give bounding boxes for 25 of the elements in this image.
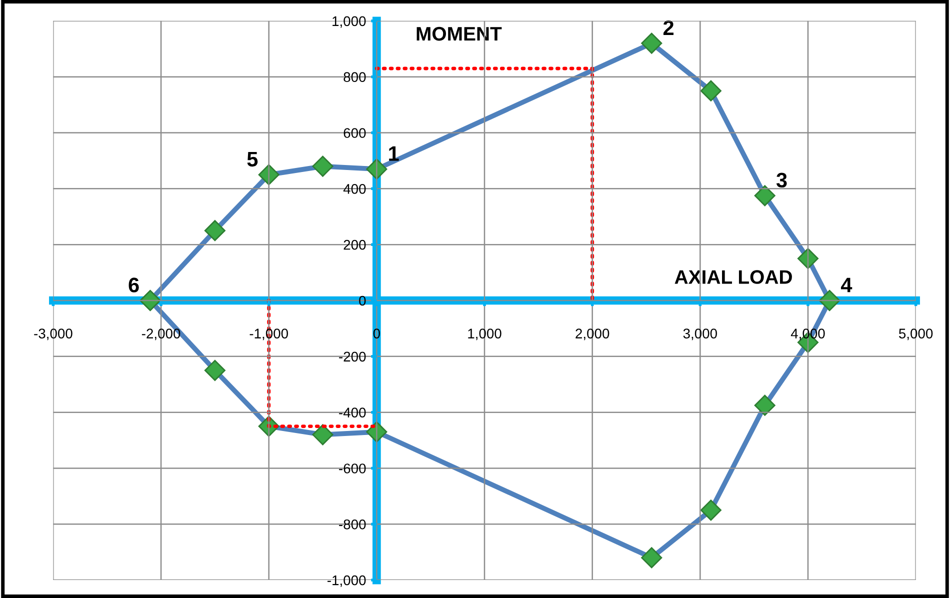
annotation: 2 (663, 20, 674, 35)
y-tick-label: -400 (339, 408, 366, 418)
annotation: 6 (128, 278, 139, 292)
y-tick-label: 400 (343, 184, 366, 194)
y-tick-label: 600 (344, 128, 366, 138)
y-tick-label: 200 (344, 240, 366, 250)
x-tick-label: -1,000 (250, 328, 288, 340)
x-tick-label: 1,000 (468, 328, 502, 340)
y-tick-label: -600 (339, 464, 366, 474)
y-tick-label: 1,000 (332, 16, 366, 28)
y-tick-label: 800 (344, 72, 366, 82)
annotation: 1 (389, 146, 399, 161)
x-tick-label: 5,000 (898, 328, 933, 340)
x-tick-label: -3,000 (34, 328, 72, 340)
x-axis-title: AXIAL LOAD (674, 270, 792, 284)
annotation: 4 (840, 278, 852, 292)
annotation: 5 (247, 152, 258, 167)
x-tick-label: 2,000 (576, 328, 610, 340)
annotation: 3 (776, 172, 787, 188)
x-tick-label: -2,000 (142, 328, 180, 340)
y-axis-title: MOMENT (416, 26, 502, 41)
y-tick-label: -1,000 (327, 575, 366, 587)
x-tick-label: 3,000 (683, 328, 717, 340)
y-tick-label: -800 (339, 519, 366, 530)
y-tick-label: -200 (339, 352, 366, 362)
